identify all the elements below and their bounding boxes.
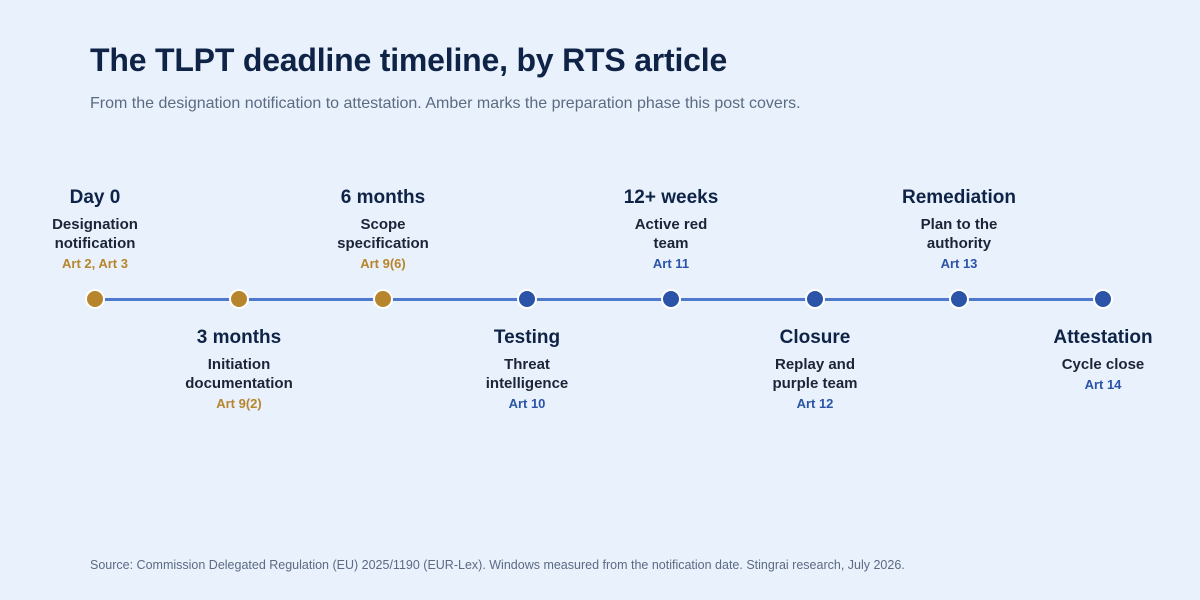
milestone-description: Threat intelligence (427, 355, 627, 393)
milestone-article: Art 9(2) (216, 396, 262, 411)
milestone-description-line: documentation (185, 375, 293, 392)
milestone-description: Active red team (571, 215, 771, 253)
milestone-6-months: 6 months Scope specification Art 9(6) (283, 187, 483, 273)
milestone-label: 6 months (340, 187, 426, 208)
milestone-description: Initiation documentation (139, 355, 339, 393)
milestone-attestation: Attestation Cycle close Art 14 (1003, 327, 1200, 394)
timeline-track (95, 298, 1104, 301)
milestone-label: 12+ weeks (623, 187, 719, 208)
milestone-label: 3 months (196, 327, 282, 348)
milestone-description-line: Cycle close (1061, 356, 1145, 373)
timeline-node-3-months (229, 289, 249, 309)
milestone-label: Attestation (1053, 327, 1153, 348)
source-note: Source: Commission Delegated Regulation … (90, 558, 905, 572)
timeline-node-testing (517, 289, 537, 309)
milestone-description: Replay and purple team (715, 355, 915, 393)
milestone-article: Art 11 (652, 256, 690, 271)
milestone-label: Remediation (901, 187, 1017, 208)
milestone-article: Art 10 (508, 396, 546, 411)
milestone-label: Testing (493, 327, 561, 348)
milestone-description-line: Replay and (774, 356, 856, 373)
milestone-article: Art 9(6) (360, 256, 406, 271)
milestone-description-line: specification (337, 235, 429, 252)
milestone-label: Day 0 (69, 187, 121, 208)
milestone-description: Scope specification (283, 215, 483, 253)
milestone-description-line: Active red (634, 216, 708, 233)
timeline-node-6-months (373, 289, 393, 309)
milestone-description-line: Plan to the (920, 216, 998, 233)
timeline-node-12-weeks (661, 289, 681, 309)
milestone-description: Designation notification (0, 215, 195, 253)
milestone-description: Cycle close (1003, 355, 1200, 374)
milestone-closure: Closure Replay and purple team Art 12 (715, 327, 915, 413)
timeline-node-attestation (1093, 289, 1113, 309)
milestone-description-line: Initiation (207, 356, 271, 373)
milestone-article: Art 12 (796, 396, 834, 411)
timeline-node-day-0 (85, 289, 105, 309)
milestone-description-line: notification (54, 235, 136, 252)
milestone-description-line: intelligence (485, 375, 569, 392)
milestone-label: Closure (779, 327, 851, 348)
milestone-description-line: Scope (360, 216, 406, 233)
milestone-description-line: Designation (52, 216, 138, 233)
milestone-day-0: Day 0 Designation notification Art 2, Ar… (0, 187, 195, 273)
milestone-remediation: Remediation Plan to the authority Art 13 (859, 187, 1059, 273)
milestone-article: Art 14 (1084, 377, 1122, 392)
milestone-article: Art 2, Art 3 (62, 256, 128, 271)
milestone-testing: Testing Threat intelligence Art 10 (427, 327, 627, 413)
milestone-article: Art 13 (940, 256, 978, 271)
page-title: The TLPT deadline timeline, by RTS artic… (90, 42, 728, 78)
milestone-description-line: Threat (504, 356, 550, 373)
milestone-12-weeks: 12+ weeks Active red team Art 11 (571, 187, 771, 273)
milestone-description-line: purple team (772, 375, 858, 392)
page-subtitle: From the designation notification to att… (90, 95, 801, 112)
milestone-description-line: team (653, 235, 689, 252)
timeline-node-closure (805, 289, 825, 309)
milestone-description: Plan to the authority (859, 215, 1059, 253)
milestone-3-months: 3 months Initiation documentation Art 9(… (139, 327, 339, 413)
milestone-description-line: authority (926, 235, 992, 252)
timeline-node-remediation (949, 289, 969, 309)
